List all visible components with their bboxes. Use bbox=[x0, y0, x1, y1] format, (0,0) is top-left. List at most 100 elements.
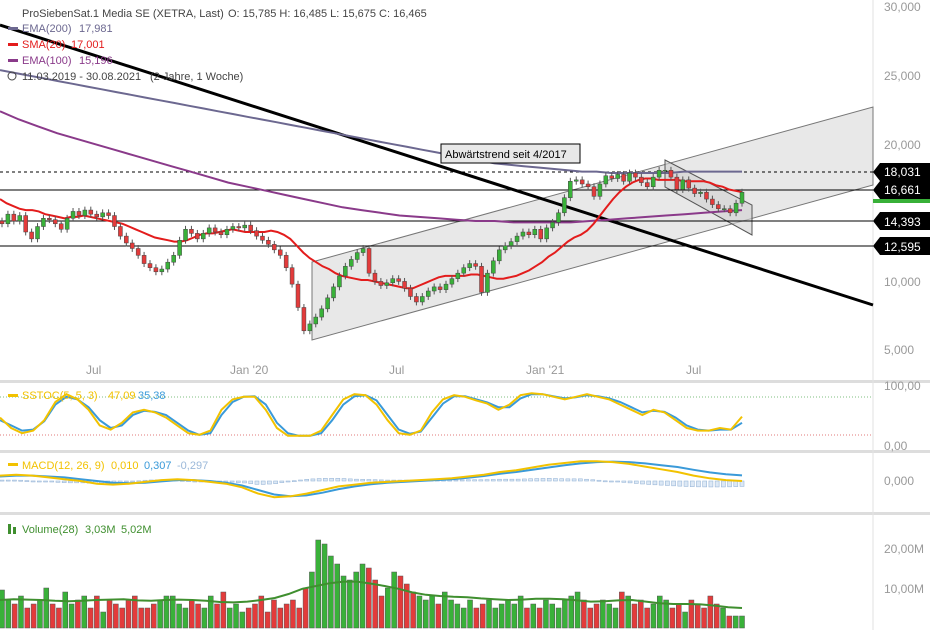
macd-histogram-bar bbox=[708, 480, 714, 488]
candle bbox=[710, 198, 715, 205]
volume-bar bbox=[113, 603, 119, 629]
macd-histogram-bar bbox=[18, 479, 23, 482]
macd-legend: MACD(12, 26, 9) 0,010 0,307 -0,297 bbox=[8, 460, 208, 472]
macd-histogram-bar bbox=[727, 480, 732, 488]
volume-bar bbox=[353, 571, 359, 629]
volume-bar bbox=[182, 607, 189, 629]
volume-bar bbox=[555, 607, 562, 629]
macd-histogram-bar bbox=[497, 478, 502, 482]
volume-bar bbox=[5, 599, 12, 629]
volume-bar bbox=[309, 571, 315, 629]
macd-histogram-bar bbox=[584, 478, 589, 482]
candle bbox=[307, 323, 313, 332]
volume-bar bbox=[68, 603, 75, 629]
svg-text:EMA(200): EMA(200) bbox=[22, 23, 72, 35]
volume-bar bbox=[694, 603, 701, 629]
volume-bar bbox=[56, 607, 62, 629]
svg-text:SMA(20): SMA(20) bbox=[22, 39, 65, 51]
candle bbox=[579, 179, 585, 185]
macd-histogram-bar bbox=[236, 480, 241, 483]
annotation-text: Abwärtstrend seit 4/2017 bbox=[445, 149, 567, 161]
volume-bar bbox=[713, 603, 720, 629]
macd-histogram-bar bbox=[565, 478, 571, 482]
volume-bar bbox=[517, 595, 524, 629]
volume-bar bbox=[30, 603, 37, 629]
current-price-marker bbox=[873, 199, 930, 203]
volume-bar bbox=[423, 599, 429, 629]
macd-histogram-bar bbox=[366, 479, 372, 482]
x-tick-label: Jul bbox=[389, 363, 404, 377]
macd-histogram-bar bbox=[559, 478, 564, 482]
volume-bar bbox=[258, 595, 265, 629]
volume-bar bbox=[239, 611, 246, 629]
candle bbox=[704, 191, 709, 200]
volume-bar bbox=[739, 615, 745, 629]
volume-bar bbox=[625, 595, 631, 629]
volume-bar bbox=[75, 599, 81, 629]
candle bbox=[165, 261, 171, 270]
volume-average-line bbox=[0, 580, 743, 609]
candle bbox=[106, 212, 111, 216]
volume-bar bbox=[606, 603, 612, 629]
macd-histogram-bar bbox=[509, 478, 515, 482]
candle bbox=[349, 259, 354, 267]
volume-bar bbox=[340, 575, 347, 629]
candle bbox=[35, 226, 40, 240]
macd-histogram-bar bbox=[515, 478, 521, 482]
volume-bar bbox=[650, 603, 657, 629]
candle bbox=[118, 226, 123, 237]
candle bbox=[141, 255, 147, 264]
svg-text:-0,297: -0,297 bbox=[177, 460, 208, 472]
candle bbox=[230, 226, 236, 230]
candle bbox=[29, 231, 34, 240]
volume-bar bbox=[473, 607, 480, 629]
volume-bar bbox=[448, 599, 454, 629]
candle bbox=[100, 212, 105, 218]
candle bbox=[372, 272, 378, 282]
macd-histogram-bar bbox=[596, 479, 602, 482]
macd-histogram-bar bbox=[323, 477, 328, 482]
volume-bar bbox=[321, 543, 328, 629]
y-tick-label: 5,000 bbox=[884, 343, 914, 357]
chart-header: ProSiebenSat.1 Media SE (XETRA, Last) O:… bbox=[7, 8, 427, 83]
volume-bar bbox=[498, 603, 505, 629]
candle bbox=[53, 219, 58, 225]
panel-separator bbox=[0, 512, 930, 515]
volume-bar bbox=[505, 599, 511, 629]
panel-separator bbox=[0, 450, 930, 453]
volume-bar bbox=[574, 591, 581, 629]
candle bbox=[698, 191, 703, 194]
candle bbox=[716, 204, 721, 209]
candle bbox=[112, 215, 117, 227]
candle bbox=[467, 263, 472, 268]
candle bbox=[721, 208, 727, 210]
volume-bar bbox=[549, 603, 556, 629]
candle bbox=[568, 180, 573, 198]
volume-bar bbox=[593, 603, 600, 629]
y-tick-label: 0,00 bbox=[884, 439, 908, 453]
volume-bar bbox=[454, 603, 461, 629]
volume-bar bbox=[296, 607, 303, 629]
candle bbox=[650, 176, 656, 187]
volume-bar bbox=[94, 595, 100, 629]
candle bbox=[491, 260, 496, 274]
volume-bar bbox=[638, 599, 644, 629]
volume-bar bbox=[188, 599, 195, 629]
volume-bar bbox=[290, 599, 296, 629]
candle bbox=[64, 218, 70, 230]
volume-bar bbox=[682, 611, 688, 629]
macd-histogram-bar bbox=[658, 480, 664, 486]
macd-histogram-bar bbox=[646, 480, 652, 485]
candle bbox=[283, 255, 289, 268]
candle bbox=[378, 281, 384, 286]
volume-bar bbox=[315, 539, 321, 629]
volume-bar bbox=[214, 603, 220, 629]
macd-histogram-bar bbox=[267, 480, 272, 485]
macd-histogram-bar bbox=[248, 480, 254, 484]
candle bbox=[0, 220, 5, 225]
volume-bar bbox=[207, 595, 214, 629]
candle bbox=[408, 288, 413, 297]
panel-separator bbox=[0, 380, 930, 383]
macd-histogram-bar bbox=[30, 480, 36, 483]
